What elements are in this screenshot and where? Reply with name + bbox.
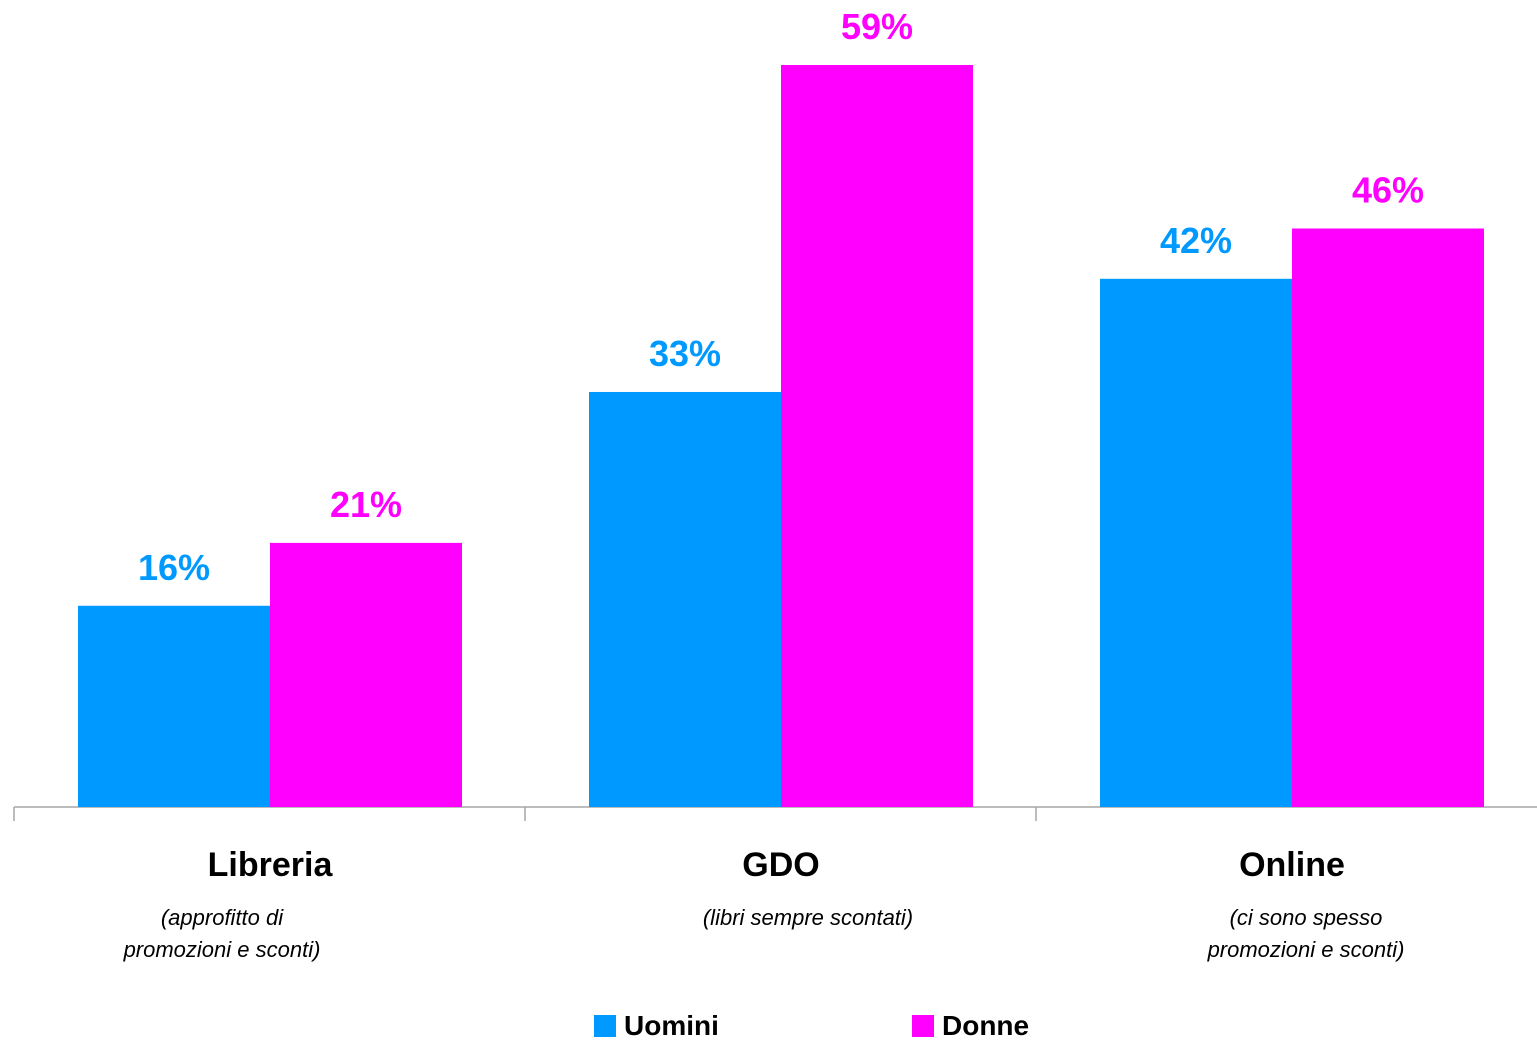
data-label-uomini-online: 42% xyxy=(1160,220,1232,261)
category-note-libreria: (approfitto di promozioni e sconti) xyxy=(123,905,321,962)
legend-item-uomini: Uomini xyxy=(594,1010,719,1042)
bar-donne-online xyxy=(1292,228,1484,808)
bar-uomini-gdo xyxy=(589,391,781,807)
legend-swatch-uomini xyxy=(594,1015,616,1037)
data-label-uomini-gdo: 33% xyxy=(649,333,721,374)
legend-item-donne: Donne xyxy=(912,1010,1029,1042)
legend-swatch-donne xyxy=(912,1015,934,1037)
bar-uomini-libreria xyxy=(78,605,270,807)
data-label-donne-gdo: 59% xyxy=(841,6,913,47)
data-label-donne-libreria: 21% xyxy=(330,484,402,525)
bar-donne-libreria xyxy=(270,542,462,807)
data-label-uomini-libreria: 16% xyxy=(138,547,210,588)
category-note-gdo: (libri sempre scontati) xyxy=(702,905,914,930)
bar-donne-gdo xyxy=(781,65,973,807)
category-label-libreria: Libreria xyxy=(208,846,334,884)
legend-label-donne: Donne xyxy=(942,1010,1030,1041)
category-label-gdo: GDO xyxy=(742,846,819,884)
data-label-donne-online: 46% xyxy=(1352,169,1424,210)
bar-uomini-online xyxy=(1100,278,1292,807)
legend-label-uomini: Uomini xyxy=(624,1010,719,1041)
category-label-online: Online xyxy=(1239,846,1345,884)
category-note-online: (ci sono spesso promozioni e sconti) xyxy=(1207,905,1405,962)
